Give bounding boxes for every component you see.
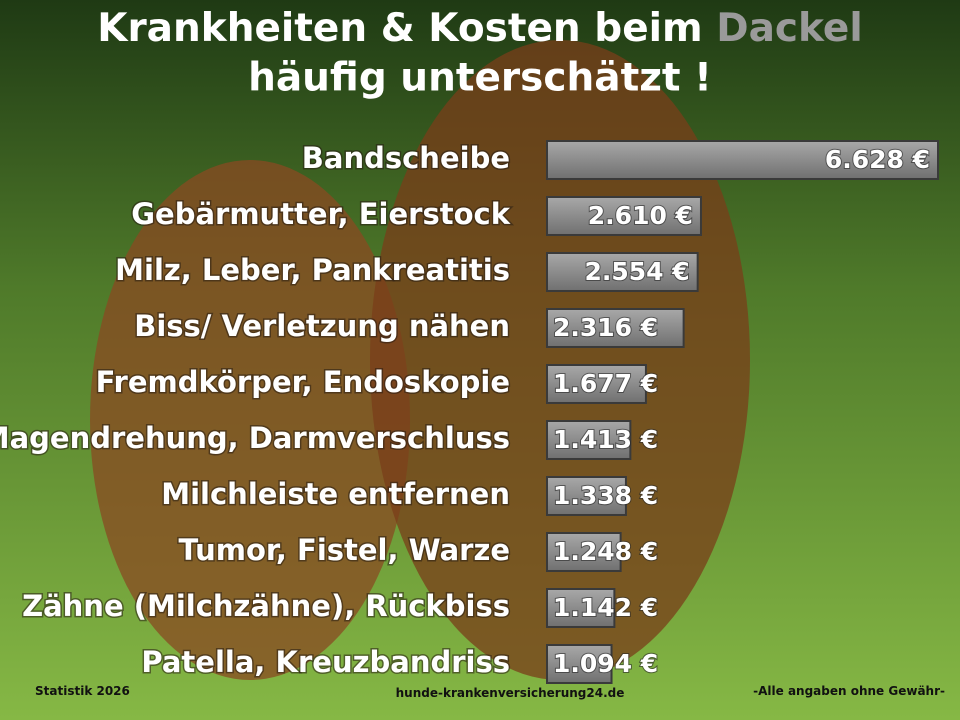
bar (546, 252, 699, 292)
title-text: Krankheiten & Kosten beim (97, 6, 702, 51)
title-highlight: Dackel (716, 6, 863, 51)
category-label: Tumor, Fistel, Warze (178, 533, 510, 567)
bar (546, 476, 627, 516)
category-label: Biss/ Verletzung nähen (134, 309, 510, 343)
category-label: Patella, Kreuzbandriss (141, 645, 510, 679)
value-label: 1.413 € (553, 425, 658, 454)
category-label: Magendrehung, Darmverschluss (0, 421, 510, 455)
dog-right (370, 40, 750, 680)
dog-left (90, 160, 410, 680)
value-label: 2.554 € (584, 257, 689, 286)
value-label: 1.677 € (553, 369, 658, 398)
category-label: Milz, Leber, Pankreatitis (115, 253, 510, 287)
category-label: Milchleiste entfernen (161, 477, 510, 511)
footer-center: hunde-krankenversicherung24.de (396, 686, 625, 700)
value-label: 1.248 € (553, 537, 658, 566)
bar (546, 140, 939, 180)
footer-right: -Alle angaben ohne Gewähr- (753, 684, 945, 698)
chart-subtitle: häufig unterschätzt ! (248, 56, 712, 101)
category-label: Gebärmutter, Eierstock (131, 197, 510, 231)
footer-left: Statistik 2026 (35, 684, 130, 698)
category-label: Zähne (Milchzähne), Rückbiss (22, 589, 510, 623)
value-label: 1.142 € (553, 593, 658, 622)
value-label: 2.316 € (553, 313, 658, 342)
bar (546, 644, 613, 684)
value-label: 2.610 € (588, 201, 693, 230)
bar (546, 196, 702, 236)
bar (546, 420, 632, 460)
bar (546, 532, 622, 572)
bar (546, 364, 647, 404)
value-label: 1.338 € (553, 481, 658, 510)
value-label: 6.628 € (825, 145, 930, 174)
category-label: Bandscheibe (302, 141, 510, 175)
chart-title: Krankheiten & Kosten beim Dackel (97, 6, 863, 51)
value-label: 1.094 € (553, 649, 658, 678)
bar (546, 308, 685, 348)
category-label: Fremdkörper, Endoskopie (96, 365, 510, 399)
bar (546, 588, 616, 628)
